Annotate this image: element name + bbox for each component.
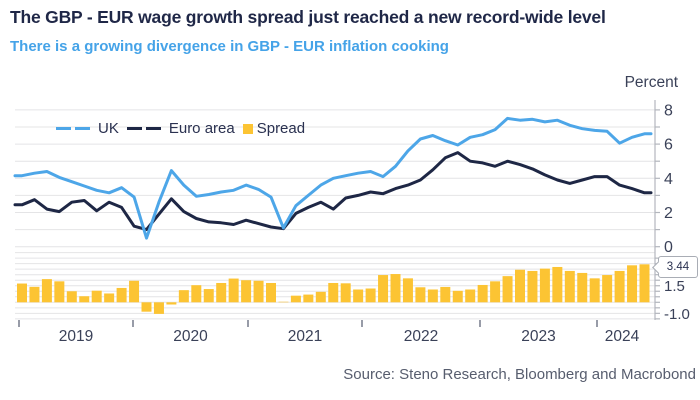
spread-bar	[104, 293, 115, 303]
spread-bar	[166, 302, 177, 305]
spread-bar	[303, 294, 314, 303]
legend-item-euro-area: Euro area	[126, 120, 235, 137]
spread-bar	[589, 278, 600, 303]
x-tick-label: 2023	[521, 328, 555, 345]
source-note: Source: Steno Research, Bloomberg and Ma…	[343, 366, 696, 383]
spread-bar	[614, 270, 625, 303]
spread-bar	[515, 269, 525, 303]
page-title: The GBP - EUR wage growth spread just re…	[10, 7, 606, 27]
y-tick-label-top: 6	[664, 137, 673, 154]
spread-bar	[328, 282, 339, 303]
spread-bar	[602, 275, 613, 303]
spread-bar	[228, 278, 239, 303]
spread-bars	[17, 264, 650, 314]
spread-bar	[216, 282, 227, 303]
spread-bar	[266, 282, 276, 303]
spread-bar	[91, 290, 102, 303]
spread-bar	[502, 276, 513, 303]
legend-item-spread: Spread	[242, 120, 306, 137]
uk-line	[13, 116, 653, 240]
x-tick-label: 2024	[605, 328, 640, 345]
x-tick-label: 2019	[59, 328, 93, 345]
spread-bar	[278, 301, 289, 303]
spread-bar	[564, 270, 575, 303]
euro-area-line	[13, 151, 653, 232]
spread-bar	[639, 264, 650, 303]
y-tick-label-top: 2	[664, 205, 673, 222]
y-tick-label-bottom: 1.5	[664, 278, 685, 295]
spread-bar	[116, 287, 127, 303]
spread-bar	[490, 281, 501, 303]
spread-bar	[378, 275, 389, 303]
uk-line-sample-icon	[56, 126, 94, 131]
spread-bar	[315, 291, 326, 303]
spread-bar	[203, 289, 214, 303]
latest-value-text: 3.44	[666, 261, 690, 273]
x-tick-label: 2020	[173, 328, 208, 345]
x-axis: 2019 2020 2021 2022 2023 2024	[18, 320, 640, 345]
chart-legend: UK Euro area Spread	[56, 120, 313, 137]
spread-bar	[29, 286, 40, 303]
spread-bar	[153, 302, 164, 314]
y-tick-label-top: 4	[664, 171, 673, 188]
spread-bar	[465, 289, 476, 303]
spread-bar	[415, 287, 426, 303]
legend-item-uk: UK	[56, 120, 119, 137]
spread-bar	[440, 286, 451, 303]
spread-bar	[340, 283, 351, 303]
spread-bar-sample-icon	[242, 123, 253, 134]
spread-bar	[66, 291, 77, 303]
spread-bar	[402, 278, 413, 303]
spread-bar	[427, 289, 438, 303]
spread-bar	[577, 272, 588, 303]
page-subtitle: There is a growing divergence in GBP - E…	[10, 38, 449, 55]
y-tick-label-top: 8	[664, 102, 673, 119]
euro-area-line-sample-icon	[126, 126, 165, 131]
x-tick-label: 2022	[404, 328, 438, 345]
latest-value-callout: 3.44	[652, 256, 698, 278]
spread-bar	[627, 265, 638, 303]
spread-bar	[129, 280, 140, 303]
spread-bar	[390, 274, 401, 303]
spread-bar	[41, 279, 52, 303]
spread-bar	[191, 285, 202, 303]
y-tick-label-bottom: -1.0	[664, 306, 690, 323]
spread-bar	[54, 281, 65, 303]
y-axis: 8 6 4 2 0 1.5 -1.0	[654, 100, 690, 323]
legend-label-uk: UK	[98, 120, 119, 137]
spread-bar	[452, 290, 463, 303]
spread-bar	[477, 284, 488, 303]
spread-bar	[552, 266, 563, 303]
spread-bar	[539, 268, 550, 303]
spread-bar	[290, 295, 301, 303]
spread-bar	[365, 288, 376, 303]
spread-bar	[253, 280, 264, 303]
x-tick-label: 2021	[288, 328, 322, 345]
spread-bar	[241, 280, 252, 303]
spread-bar	[527, 270, 538, 303]
y-axis-unit-label: Percent	[624, 74, 678, 91]
y-tick-label-top: 0	[664, 239, 673, 256]
spread-bar	[17, 283, 27, 303]
legend-label-euro-area: Euro area	[168, 120, 235, 137]
spread-bar	[141, 302, 152, 312]
spread-bar	[178, 290, 189, 303]
spread-bar	[353, 289, 364, 303]
spread-bar	[79, 296, 90, 303]
legend-label-spread: Spread	[256, 120, 306, 137]
